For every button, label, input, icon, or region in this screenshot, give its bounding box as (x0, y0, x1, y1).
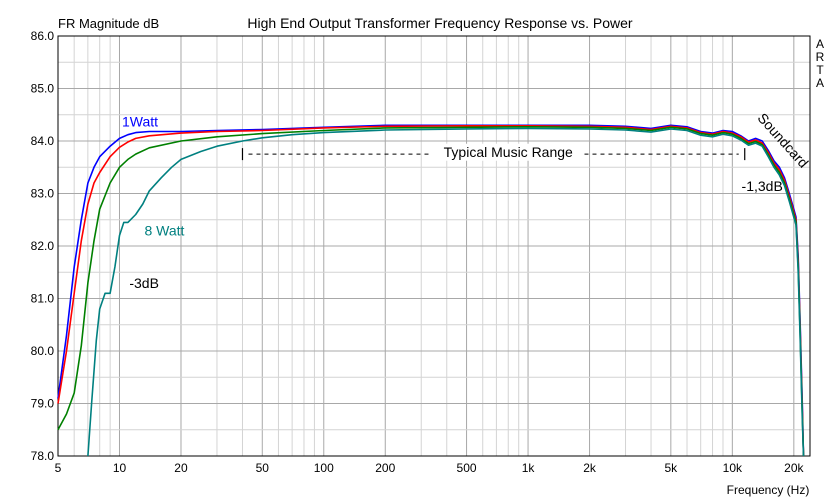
watermark-letter: A (816, 76, 824, 90)
annotation-label: 8 Watt (144, 223, 184, 239)
y-tick-label: 82.0 (31, 239, 55, 253)
annotation-label: 1Watt (122, 113, 158, 129)
x-tick-label: 20k (784, 461, 804, 475)
y-tick-label: 81.0 (31, 292, 55, 306)
plot-frame (57, 35, 811, 457)
annotation-label: -1,3dB (742, 178, 783, 194)
x-tick-label: 2k (583, 461, 597, 475)
watermark-letter: A (816, 37, 824, 51)
axis-tick-labels: 5 10 20 50 100 200 500 1k 2k 5k 10k 20k 78.0 79.0 80.0… (31, 29, 805, 475)
x-tick-label: 500 (457, 461, 477, 475)
typical-music-range-marker (241, 148, 746, 161)
y-tick-label: 85.0 (31, 82, 55, 96)
x-tick-label: 10k (723, 461, 743, 475)
y-tick-label: 78.0 (31, 449, 55, 463)
y-axis-label: FR Magnitude dB (58, 16, 159, 31)
range-label-background (432, 143, 585, 161)
annotation-label: -3dB (129, 275, 159, 291)
x-tick-label: 50 (256, 461, 270, 475)
x-tick-label: 100 (314, 461, 334, 475)
x-tick-label: 1k (522, 461, 536, 475)
y-tick-label: 79.0 (31, 397, 55, 411)
chart-title: High End Output Transformer Frequency Re… (247, 15, 633, 31)
series-line-1 (57, 124, 805, 457)
watermark-letter: T (816, 63, 824, 77)
series-line-2 (57, 125, 805, 457)
watermark-letter: R (816, 50, 825, 64)
x-tick-label: 10 (113, 461, 127, 475)
x-tick-label: 20 (174, 461, 188, 475)
series-line-4 (87, 127, 805, 457)
x-tick-label: 200 (375, 461, 395, 475)
x-tick-label: 5 (55, 461, 62, 475)
x-tick-label: 5k (664, 461, 678, 475)
y-tick-label: 84.0 (31, 134, 55, 148)
y-tick-label: 83.0 (31, 187, 55, 201)
y-tick-label: 80.0 (31, 344, 55, 358)
chart-series (57, 124, 805, 457)
annotation-label: Typical Music Range (444, 144, 573, 160)
x-axis-label: Frequency (Hz) (727, 483, 810, 497)
y-tick-label: 86.0 (31, 29, 55, 43)
series-line-3 (57, 126, 805, 457)
